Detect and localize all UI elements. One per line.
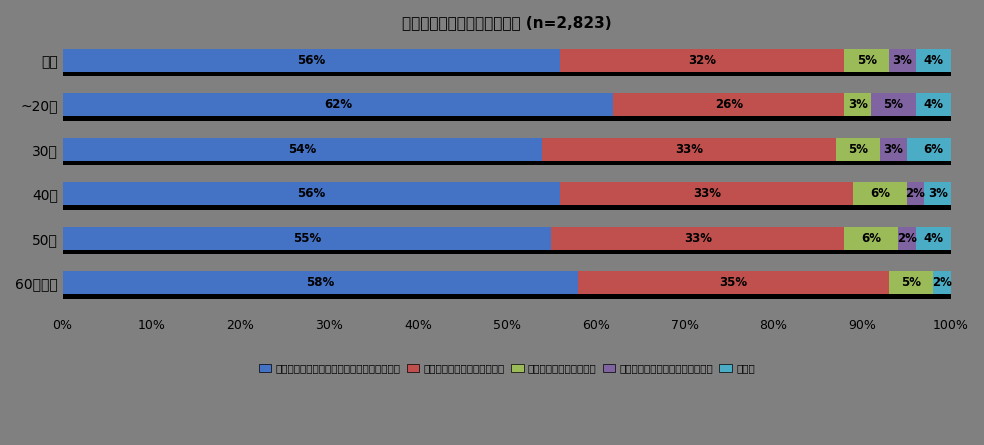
Bar — [889, 49, 915, 72]
Text: 54%: 54% — [288, 143, 317, 156]
Text: 4%: 4% — [923, 54, 944, 67]
Text: 56%: 56% — [297, 187, 326, 200]
Text: 33%: 33% — [684, 232, 711, 245]
Text: 4%: 4% — [923, 98, 944, 111]
Text: 33%: 33% — [675, 143, 703, 156]
Bar — [880, 138, 906, 161]
Bar — [63, 138, 542, 161]
Text: 2%: 2% — [932, 276, 953, 289]
Bar — [889, 271, 933, 295]
Bar — [63, 271, 578, 295]
Bar — [933, 271, 952, 295]
Text: 6%: 6% — [870, 187, 890, 200]
Bar — [63, 49, 560, 72]
Title: 路上駐車をした理由：年代別 (n=2,823): 路上駐車をした理由：年代別 (n=2,823) — [402, 15, 612, 30]
Text: 2%: 2% — [896, 232, 916, 245]
Bar — [63, 250, 952, 255]
Text: 5%: 5% — [884, 98, 903, 111]
Bar — [613, 93, 844, 117]
Bar — [542, 138, 835, 161]
Text: 3%: 3% — [892, 54, 912, 67]
Bar — [63, 117, 952, 121]
Bar — [871, 93, 915, 117]
Text: 33%: 33% — [693, 187, 720, 200]
Bar — [63, 93, 613, 117]
Bar — [906, 182, 924, 206]
Text: 56%: 56% — [297, 54, 326, 67]
Text: 6%: 6% — [861, 232, 881, 245]
Bar — [63, 161, 960, 166]
Text: 26%: 26% — [715, 98, 743, 111]
Bar — [63, 182, 560, 206]
Bar — [844, 49, 889, 72]
Bar — [915, 227, 952, 250]
Text: 3%: 3% — [928, 187, 948, 200]
Bar — [915, 93, 952, 117]
Text: 2%: 2% — [905, 187, 926, 200]
Text: 6%: 6% — [923, 143, 944, 156]
Text: 32%: 32% — [688, 54, 716, 67]
Text: 4%: 4% — [923, 232, 944, 245]
Bar — [897, 227, 915, 250]
Bar — [578, 271, 889, 295]
Text: 62%: 62% — [324, 98, 352, 111]
Bar — [924, 182, 952, 206]
Bar — [63, 295, 952, 299]
Bar — [853, 182, 906, 206]
Bar — [63, 206, 952, 210]
Text: 3%: 3% — [848, 98, 868, 111]
Bar — [63, 72, 952, 77]
Legend: 駐車場にとめるほどの時間ではなかったから, 近くに駐車場がなかったから, 駐車場が満車だったから, 駐車料金を払いたくなかったから, その他: 駐車場にとめるほどの時間ではなかったから, 近くに駐車場がなかったから, 駐車場… — [255, 360, 759, 378]
Text: 55%: 55% — [293, 232, 321, 245]
Text: 3%: 3% — [884, 143, 903, 156]
Bar — [844, 227, 897, 250]
Bar — [63, 227, 551, 250]
Text: 5%: 5% — [901, 276, 921, 289]
Text: 5%: 5% — [848, 143, 868, 156]
Bar — [915, 49, 952, 72]
Text: 58%: 58% — [306, 276, 335, 289]
Text: 5%: 5% — [857, 54, 877, 67]
Bar — [551, 227, 844, 250]
Bar — [906, 138, 960, 161]
Bar — [560, 182, 853, 206]
Text: 35%: 35% — [719, 276, 748, 289]
Bar — [560, 49, 844, 72]
Bar — [844, 93, 871, 117]
Bar — [835, 138, 880, 161]
